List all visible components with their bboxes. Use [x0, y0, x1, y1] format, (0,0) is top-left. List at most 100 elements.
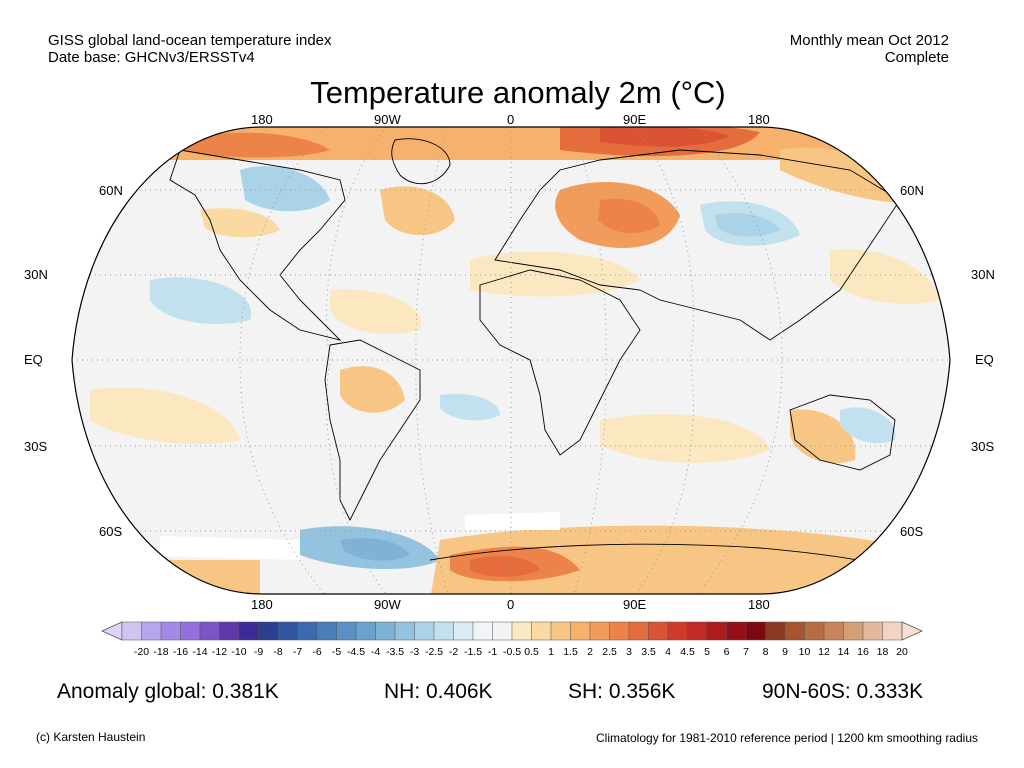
colorbar-bin: [511, 621, 532, 641]
lat-label-right-30n: 30N: [971, 267, 995, 282]
colorbar-tick-label: 7: [743, 646, 749, 658]
colorbar-tick-label: 12: [818, 646, 830, 658]
dataset-title: GISS global land-ocean temperature index: [48, 32, 332, 49]
colorbar-bin: [258, 621, 279, 641]
lon-label-top-0: 0: [507, 112, 515, 127]
missing-data-region: [465, 512, 560, 530]
colorbar-right-triangle: [901, 621, 923, 641]
colorbar-tick-label: -4: [370, 646, 381, 658]
canada-cool-anomaly: [240, 166, 330, 212]
colorbar-tick-label: 1: [548, 646, 554, 658]
missing-data-region: [160, 536, 300, 560]
lat-label-right-60n: 60N: [900, 183, 924, 198]
colorbar-bin: [804, 621, 825, 641]
colorbar-bin: [238, 621, 259, 641]
colorbar-bin: [531, 621, 552, 641]
lon-label-bottom-180w: 180: [251, 597, 273, 612]
colorbar-tick-label: 8: [762, 646, 769, 658]
east-pacific-cool-anomaly: [150, 277, 252, 324]
period-label: Monthly mean Oct 2012: [789, 32, 949, 49]
colorbar-bin: [667, 621, 688, 641]
colorbar-tick-label: -7: [292, 646, 303, 658]
colorbar-bin: [843, 621, 864, 641]
colorbar-tick-label: 0.5: [524, 646, 539, 658]
lon-label-bottom-0: 0: [507, 597, 515, 612]
colorbar-tick-label: -4.5: [346, 646, 366, 658]
greenland-outline: [391, 138, 451, 185]
sh-anomaly: SH: 0.356K: [568, 680, 676, 703]
usa-warm-anomaly: [200, 208, 280, 238]
colorbar-tick-label: -1.5: [463, 646, 483, 658]
colorbar-tick-label: 2: [587, 646, 593, 658]
ross-sea-warm-anomaly: [130, 560, 260, 594]
colorbar-tick-label: -5: [331, 646, 342, 658]
indian-ocean-warm-anomaly: [600, 414, 770, 463]
weddell-cool-core: [340, 538, 410, 561]
colorbar-bin: [823, 621, 844, 641]
anomaly-map: [71, 126, 951, 595]
south-america-outline: [324, 339, 421, 522]
colorbar-tick-label: -2: [448, 646, 459, 658]
colorbar-bin: [765, 621, 786, 641]
north-america-outline: [169, 149, 346, 341]
colorbar-bin: [706, 621, 727, 641]
colorbar-bin: [219, 621, 240, 641]
colorbar-bin: [550, 621, 571, 641]
global-anomaly: Anomaly global: 0.381K: [57, 680, 279, 703]
colorbar-bin: [570, 621, 591, 641]
lon-label-bottom-180e: 180: [748, 597, 770, 612]
colorbar-bin: [414, 621, 435, 641]
lat-label-left-30s: 30S: [24, 439, 48, 454]
colorbar-bin: [199, 621, 220, 641]
colorbar-tick-label: -18: [153, 646, 169, 658]
colorbar-tick-label: -2.5: [424, 646, 444, 658]
colorbar-tick-label: 16: [857, 646, 869, 658]
south-pacific-warm-anomaly: [90, 387, 240, 444]
colorbar-bin: [648, 621, 669, 641]
colorbar-tick-label: 6: [723, 646, 730, 658]
colorbar-bin: [141, 621, 162, 641]
colorbar-tick-label: -20: [133, 646, 150, 658]
globe-outline: [71, 126, 951, 595]
alaska-warm-anomaly: [180, 132, 330, 158]
lat-label-left-60s: 60S: [99, 524, 123, 539]
climatology-note: Climatology for 1981-2010 reference peri…: [596, 731, 978, 745]
eurasia-outline: [494, 149, 901, 341]
colorbar-tick-label: 10: [798, 646, 811, 658]
colorbar-bin: [160, 621, 181, 641]
colorbar-tick-label: 14: [837, 646, 850, 658]
database-label: Date base: GHCNv3/ERSSTv4: [48, 49, 255, 66]
colorbar: [101, 621, 923, 641]
completeness-label: Complete: [884, 49, 949, 66]
colorbar-bin: [433, 621, 454, 641]
coastlines: [169, 138, 931, 581]
colorbar-bin: [687, 621, 708, 641]
map-title: Temperature anomaly 2m (°C): [310, 75, 726, 110]
colorbar-labels: -20 -18 -16 -14 -12 -10 -9 -8 -7 -6 -5 -4.5 -4 -3.5 -3…: [0, 646, 1024, 660]
colorbar-bin: [277, 621, 298, 641]
colorbar-tick-label: -14: [192, 646, 208, 658]
lat-label-left-eq: EQ: [24, 352, 43, 367]
graticule: [72, 127, 950, 594]
colorbar-tick-label: 4.5: [680, 646, 695, 658]
africa-outline: [479, 269, 641, 456]
colorbar-tick-label: -16: [172, 646, 189, 658]
colorbar-tick-label: 18: [876, 646, 889, 658]
colorbar-tick-label: 3.5: [641, 646, 656, 658]
mongolia-cool-core: [715, 213, 780, 237]
colorbar-left-triangle: [101, 621, 123, 641]
lon-label-top-90e: 90E: [623, 112, 647, 127]
nh-anomaly: NH: 0.406K: [384, 680, 493, 703]
colorbar-bin: [336, 621, 357, 641]
colorbar-bin: [472, 621, 493, 641]
colorbar-bin: [609, 621, 630, 641]
east-antarctica-hot-core: [470, 555, 540, 577]
lon-label-top-180w: 180: [251, 112, 273, 127]
colorbar-tick-label: -0.5: [502, 646, 522, 658]
colorbar-tick-label: -1: [487, 646, 498, 658]
colorbar-bin: [745, 621, 766, 641]
lon-label-bottom-90e: 90E: [623, 597, 647, 612]
lon-label-top-90w: 90W: [374, 112, 401, 127]
colorbar-bin: [394, 621, 415, 641]
colorbar-tick-label: 5: [704, 646, 710, 658]
